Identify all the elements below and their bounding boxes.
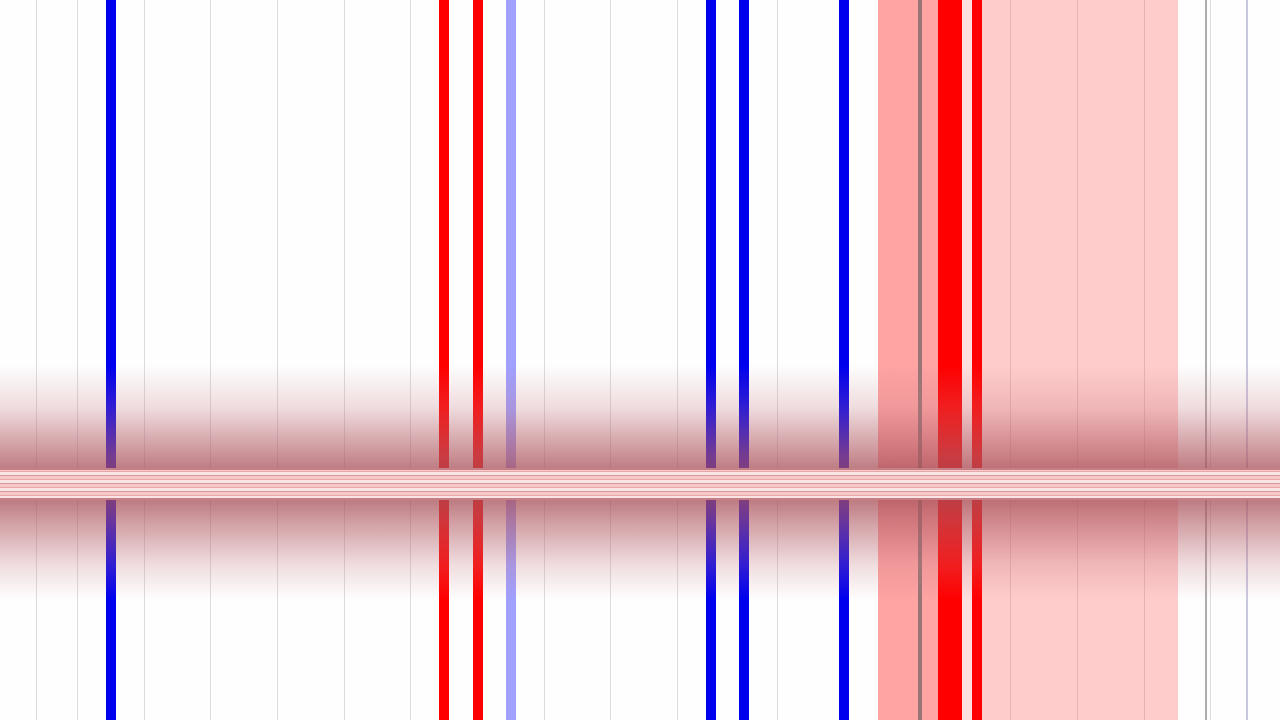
thin-grid-line <box>344 0 345 720</box>
thin-grid-line <box>777 0 778 720</box>
gray-line-right <box>1205 0 1207 720</box>
pink-region-mid <box>878 0 918 720</box>
thin-grid-line <box>210 0 211 720</box>
blue-stripe <box>739 0 749 720</box>
light-blue-stripe <box>506 0 516 720</box>
thin-grid-line <box>544 0 545 720</box>
thin-grid-line <box>277 0 278 720</box>
thin-grid-line <box>36 0 37 720</box>
blue-stripe <box>706 0 716 720</box>
dark-separator-line <box>918 0 922 720</box>
thin-grid-line <box>144 0 145 720</box>
red-wide-stripe <box>938 0 962 720</box>
red-stripe <box>439 0 449 720</box>
thin-grid-line <box>677 0 678 720</box>
blue-stripe <box>839 0 849 720</box>
pink-region-mid-2 <box>922 0 938 720</box>
thin-grid-line <box>610 0 611 720</box>
pink-inner-line <box>1144 0 1145 720</box>
pink-region-light <box>982 0 1178 720</box>
pink-inner-line <box>1010 0 1011 720</box>
red-stripe-right <box>972 0 982 720</box>
thin-grid-line <box>77 0 78 720</box>
thin-grid-line <box>1210 0 1211 720</box>
blue-stripe <box>106 0 116 720</box>
lavender-line-right <box>1246 0 1248 720</box>
thin-grid-line <box>410 0 411 720</box>
horizontal-center-bar <box>0 468 1280 500</box>
red-stripe <box>473 0 483 720</box>
pink-inner-line <box>1077 0 1078 720</box>
